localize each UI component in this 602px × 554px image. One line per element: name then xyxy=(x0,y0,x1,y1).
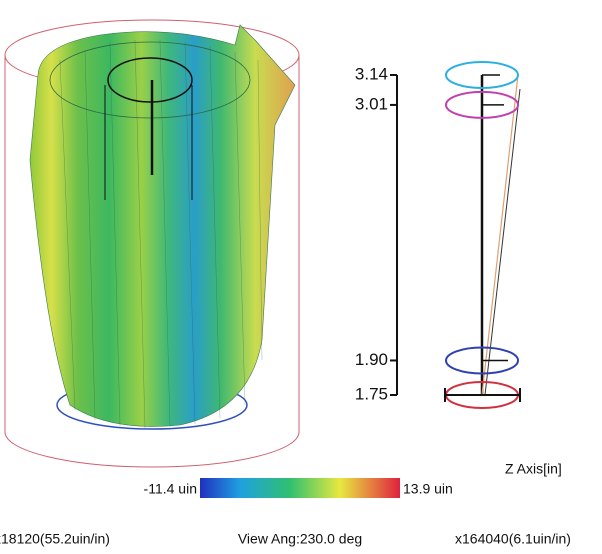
ring xyxy=(445,90,519,119)
z-axis-title: Z Axis[in] xyxy=(505,461,562,477)
z-tick-label: 1.90 xyxy=(355,350,388,369)
ring xyxy=(445,61,519,89)
color-max: 13.9 uin xyxy=(403,481,453,497)
color-min: -11.4 uin xyxy=(144,481,197,497)
deviation-line xyxy=(484,88,521,396)
footer-left: x18120(55.2uin/in) xyxy=(0,531,110,547)
color-bar xyxy=(200,478,400,498)
footer-center: View Ang:230.0 deg xyxy=(238,531,362,547)
cylinder-3d xyxy=(4,19,300,468)
z-tick-label: 3.14 xyxy=(355,64,388,83)
z-tick-label: 1.75 xyxy=(355,384,388,403)
footer-right: x164040(6.1uin/in) xyxy=(455,531,571,547)
ring xyxy=(445,346,519,375)
deviation-line xyxy=(481,74,519,396)
z-axis: 3.14 3.01 1.90 1.75 xyxy=(355,64,398,403)
z-tick-label: 3.01 xyxy=(355,94,388,113)
ring-diagram xyxy=(444,61,521,409)
